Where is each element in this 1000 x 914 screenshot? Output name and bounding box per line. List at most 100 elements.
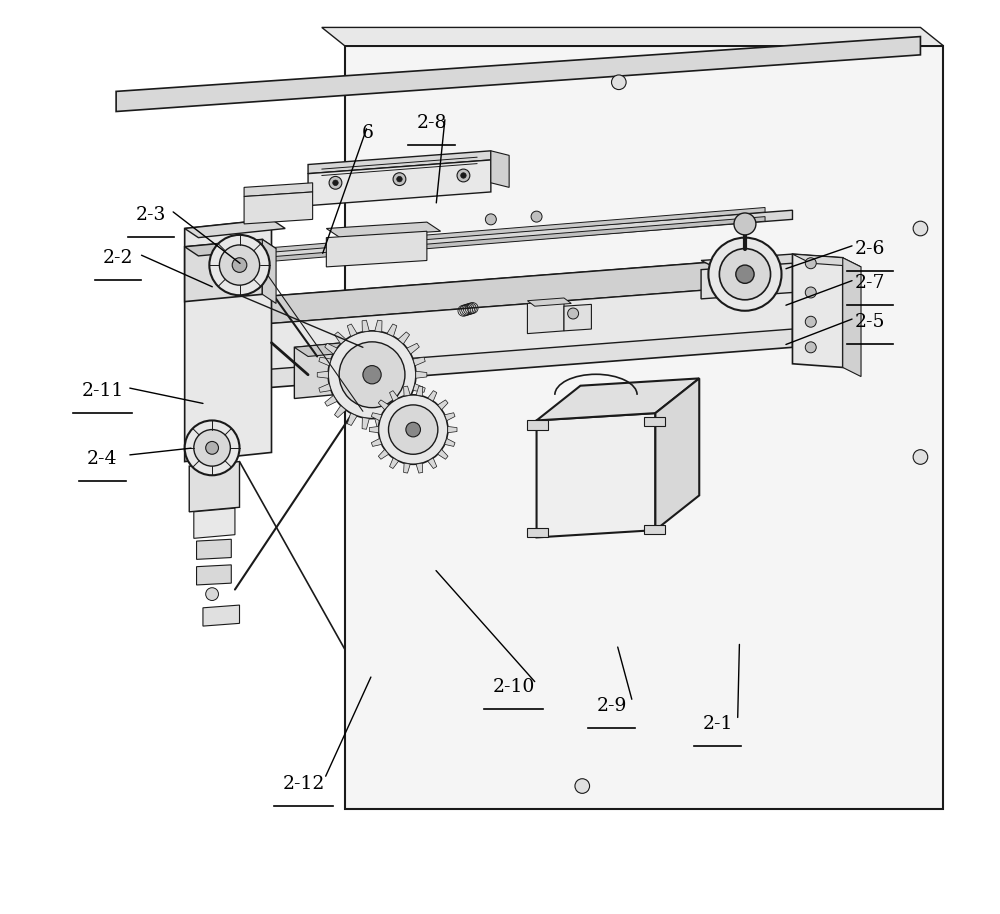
Circle shape bbox=[206, 588, 218, 600]
Text: 2-3: 2-3 bbox=[136, 206, 166, 224]
Bar bbox=[527, 528, 548, 537]
Polygon shape bbox=[413, 357, 425, 366]
Polygon shape bbox=[438, 450, 448, 459]
Circle shape bbox=[378, 395, 448, 464]
Circle shape bbox=[612, 75, 626, 90]
Polygon shape bbox=[194, 508, 235, 538]
Polygon shape bbox=[198, 210, 792, 265]
Polygon shape bbox=[322, 27, 943, 46]
Bar bbox=[527, 420, 548, 430]
Polygon shape bbox=[362, 320, 369, 332]
Polygon shape bbox=[390, 390, 399, 401]
Circle shape bbox=[805, 258, 816, 269]
Text: 2-10: 2-10 bbox=[493, 678, 535, 696]
Circle shape bbox=[485, 214, 496, 225]
Polygon shape bbox=[527, 298, 571, 306]
Polygon shape bbox=[404, 386, 410, 396]
Text: 6: 6 bbox=[362, 123, 373, 142]
Text: 2-5: 2-5 bbox=[855, 313, 885, 331]
Polygon shape bbox=[701, 254, 811, 270]
Circle shape bbox=[568, 308, 579, 319]
Polygon shape bbox=[655, 378, 699, 530]
Bar bbox=[644, 525, 665, 534]
Circle shape bbox=[397, 176, 402, 182]
Polygon shape bbox=[226, 217, 765, 265]
Circle shape bbox=[457, 169, 470, 182]
Polygon shape bbox=[371, 439, 382, 446]
Circle shape bbox=[719, 249, 771, 300]
Text: 2-4: 2-4 bbox=[87, 450, 118, 468]
Polygon shape bbox=[369, 427, 379, 432]
Polygon shape bbox=[185, 239, 276, 256]
Circle shape bbox=[329, 176, 342, 189]
Polygon shape bbox=[347, 413, 357, 426]
Polygon shape bbox=[413, 384, 425, 392]
Polygon shape bbox=[416, 386, 423, 396]
Polygon shape bbox=[448, 427, 457, 432]
Polygon shape bbox=[445, 439, 455, 446]
Polygon shape bbox=[319, 384, 331, 392]
Circle shape bbox=[185, 420, 240, 475]
Text: 2-8: 2-8 bbox=[416, 114, 447, 133]
Polygon shape bbox=[294, 340, 372, 399]
Polygon shape bbox=[428, 458, 437, 469]
Circle shape bbox=[232, 258, 247, 272]
Text: 2-11: 2-11 bbox=[81, 382, 124, 400]
Polygon shape bbox=[701, 263, 792, 299]
Polygon shape bbox=[198, 283, 792, 375]
Polygon shape bbox=[537, 378, 699, 420]
Circle shape bbox=[734, 213, 756, 235]
Polygon shape bbox=[362, 418, 369, 430]
Polygon shape bbox=[792, 254, 861, 267]
Polygon shape bbox=[334, 332, 346, 344]
Polygon shape bbox=[294, 340, 386, 356]
Text: 2-6: 2-6 bbox=[855, 239, 885, 258]
Polygon shape bbox=[185, 219, 285, 238]
Polygon shape bbox=[398, 332, 410, 344]
Circle shape bbox=[219, 245, 260, 285]
Polygon shape bbox=[371, 413, 382, 420]
Polygon shape bbox=[189, 462, 240, 512]
Circle shape bbox=[406, 422, 420, 437]
Polygon shape bbox=[390, 458, 399, 469]
Circle shape bbox=[736, 265, 754, 283]
Polygon shape bbox=[416, 463, 423, 473]
Polygon shape bbox=[438, 400, 448, 409]
Polygon shape bbox=[197, 565, 231, 585]
Polygon shape bbox=[325, 344, 337, 354]
Text: 2-1: 2-1 bbox=[702, 715, 733, 733]
Circle shape bbox=[393, 173, 406, 186]
Polygon shape bbox=[326, 231, 427, 267]
Polygon shape bbox=[387, 324, 397, 336]
Polygon shape bbox=[185, 219, 272, 462]
Polygon shape bbox=[428, 390, 437, 401]
Circle shape bbox=[913, 221, 928, 236]
Polygon shape bbox=[404, 463, 410, 473]
Circle shape bbox=[194, 430, 230, 466]
Polygon shape bbox=[226, 207, 765, 256]
Circle shape bbox=[575, 779, 590, 793]
Circle shape bbox=[531, 211, 542, 222]
Circle shape bbox=[339, 342, 405, 408]
Polygon shape bbox=[345, 46, 943, 809]
Circle shape bbox=[575, 276, 590, 291]
Text: 2-12: 2-12 bbox=[282, 775, 325, 793]
Polygon shape bbox=[407, 344, 419, 354]
Polygon shape bbox=[244, 192, 313, 224]
Circle shape bbox=[363, 366, 381, 384]
Circle shape bbox=[328, 331, 416, 419]
Polygon shape bbox=[378, 450, 389, 459]
Circle shape bbox=[805, 342, 816, 353]
Circle shape bbox=[913, 450, 928, 464]
Polygon shape bbox=[197, 539, 231, 559]
Circle shape bbox=[209, 235, 270, 295]
Circle shape bbox=[388, 405, 438, 454]
Circle shape bbox=[333, 180, 338, 186]
Polygon shape bbox=[198, 256, 792, 329]
Polygon shape bbox=[387, 413, 397, 426]
Polygon shape bbox=[564, 304, 591, 331]
Polygon shape bbox=[308, 151, 491, 174]
Polygon shape bbox=[375, 418, 382, 430]
Circle shape bbox=[206, 441, 218, 454]
Circle shape bbox=[461, 173, 466, 178]
